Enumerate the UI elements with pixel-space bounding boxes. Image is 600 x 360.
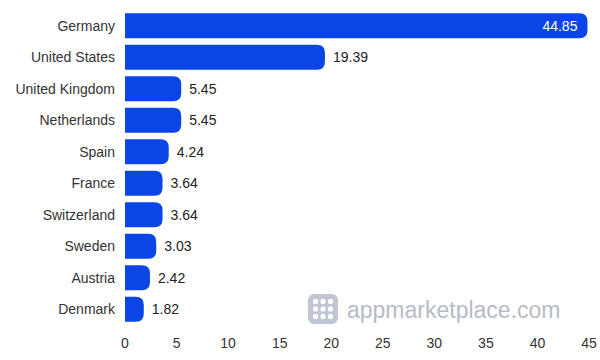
bar — [125, 234, 156, 259]
watermark-text: appmarketplace.com — [347, 297, 561, 323]
category-label: Austria — [71, 270, 115, 286]
category-label: Sweden — [64, 238, 115, 254]
category-label: Germany — [57, 18, 115, 34]
category-label: Switzerland — [43, 207, 115, 223]
watermark: appmarketplace.com — [308, 294, 561, 324]
tick-label: 0 — [121, 335, 129, 351]
bar — [125, 13, 587, 38]
data-label: 5.45 — [189, 81, 216, 97]
bar — [125, 76, 181, 101]
tick-label: 45 — [581, 335, 597, 351]
watermark-dot — [321, 314, 326, 319]
tick-label: 35 — [478, 335, 494, 351]
data-label: 19.39 — [333, 49, 368, 65]
tick-label: 25 — [375, 335, 391, 351]
bar — [125, 108, 181, 133]
bar — [125, 202, 163, 227]
watermark-dot — [328, 314, 333, 319]
tick-label: 40 — [530, 335, 546, 351]
tick-label: 15 — [272, 335, 288, 351]
tick-label: 30 — [427, 335, 443, 351]
watermark-dot — [313, 314, 318, 319]
data-label: 44.85 — [542, 18, 577, 34]
watermark-icon — [308, 294, 338, 324]
data-label: 3.03 — [164, 238, 191, 254]
watermark-dot — [321, 299, 326, 304]
data-label: 4.24 — [177, 144, 204, 160]
data-label: 5.45 — [189, 112, 216, 128]
chart: 0 5 10 15 20 25 30 35 40 45 Germany United States Un… — [0, 0, 600, 360]
bar — [125, 171, 163, 196]
category-label: France — [71, 175, 115, 191]
category-label: Denmark — [58, 301, 116, 317]
watermark-dot — [313, 299, 318, 304]
tick-label: 10 — [220, 335, 236, 351]
bar — [125, 45, 325, 70]
category-label: United States — [31, 49, 115, 65]
bars — [125, 13, 587, 322]
data-label: 3.64 — [171, 175, 198, 191]
data-label: 1.82 — [152, 301, 179, 317]
data-label: 3.64 — [171, 207, 198, 223]
watermark-dot — [328, 307, 333, 312]
category-label: United Kingdom — [15, 81, 115, 97]
tick-label: 20 — [323, 335, 339, 351]
watermark-dot — [328, 299, 333, 304]
data-label: 2.42 — [158, 270, 185, 286]
watermark-dot — [321, 307, 326, 312]
bar — [125, 265, 150, 290]
category-label: Spain — [79, 144, 115, 160]
watermark-dot — [313, 307, 318, 312]
bar — [125, 139, 169, 164]
category-label: Netherlands — [40, 112, 116, 128]
tick-label: 5 — [173, 335, 181, 351]
bar — [125, 297, 144, 322]
